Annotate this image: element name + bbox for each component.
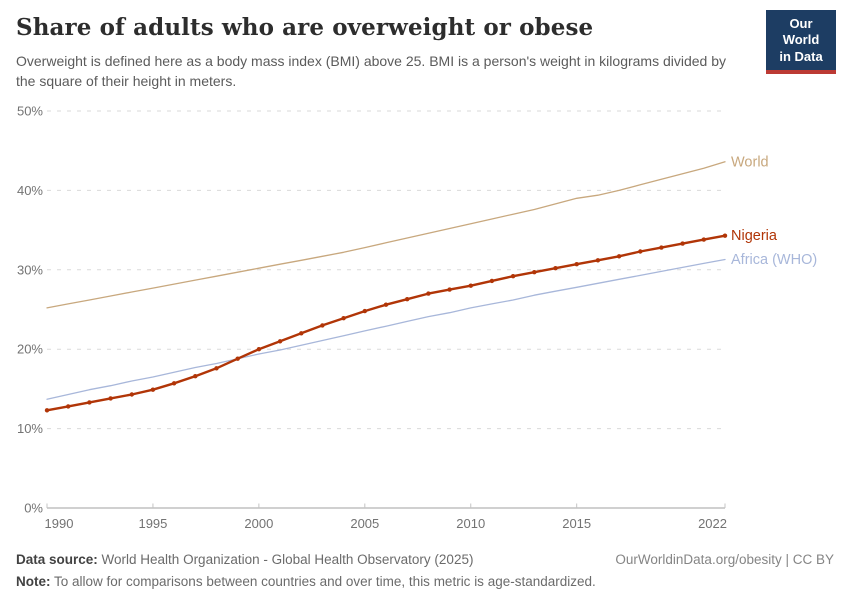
series-point-nigeria-2018[interactable] [638, 249, 643, 254]
series-point-nigeria-1995[interactable] [150, 387, 156, 392]
note-text: To allow for comparisons between countri… [50, 573, 596, 589]
series-point-nigeria-2014[interactable] [553, 266, 558, 271]
series-point-nigeria-2004[interactable] [341, 316, 346, 321]
series-label-nigeria[interactable]: Nigeria [731, 228, 778, 244]
y-axis-label-20%: 20% [17, 342, 43, 357]
y-axis-label-50%: 50% [17, 104, 43, 119]
y-axis-label-30%: 30% [17, 262, 43, 277]
series-point-nigeria-1999[interactable] [235, 356, 240, 361]
owid-logo[interactable]: Our World in Data [766, 10, 836, 74]
owid-logo-box: Our World in Data [766, 10, 836, 70]
series-point-nigeria-2000[interactable] [256, 347, 262, 352]
x-axis-label-2015: 2015 [562, 516, 591, 531]
series-point-nigeria-1996[interactable] [171, 381, 177, 386]
y-axis-label-10%: 10% [17, 421, 43, 436]
series-point-nigeria-2006[interactable] [383, 302, 389, 307]
series-point-nigeria-1990[interactable] [44, 408, 50, 413]
series-label-africa-who[interactable]: Africa (WHO) [731, 252, 817, 268]
series-point-nigeria-2017[interactable] [616, 254, 622, 259]
data-source-line: Data source: World Health Organization -… [16, 549, 473, 571]
x-axis-label-1990: 1990 [45, 516, 74, 531]
x-axis-label-2022: 2022 [698, 516, 727, 531]
series-point-nigeria-2022[interactable] [722, 233, 728, 238]
series-point-nigeria-1991[interactable] [66, 404, 71, 409]
data-source-text: World Health Organization - Global Healt… [97, 552, 474, 567]
series-point-nigeria-1992[interactable] [87, 400, 92, 405]
chart-subtitle: Overweight is defined here as a body mas… [16, 53, 727, 89]
series-point-nigeria-2001[interactable] [277, 339, 283, 344]
series-point-nigeria-2005[interactable] [362, 308, 367, 314]
data-source-label: Data source: [16, 552, 98, 567]
owid-logo-stripe [766, 69, 836, 74]
x-axis-label-2000: 2000 [244, 516, 273, 531]
series-point-nigeria-2021[interactable] [701, 237, 706, 242]
series-point-nigeria-2016[interactable] [595, 258, 601, 263]
x-axis-label-2005: 2005 [350, 516, 379, 531]
series-point-nigeria-2011[interactable] [489, 278, 495, 284]
owid-url-link[interactable]: OurWorldinData.org/obesity | CC BY [615, 552, 834, 567]
x-axis-label-2010: 2010 [456, 516, 485, 531]
series-point-nigeria-2008[interactable] [426, 291, 431, 296]
series-point-nigeria-1998[interactable] [214, 366, 219, 371]
series-point-nigeria-2019[interactable] [659, 245, 664, 250]
series-point-nigeria-2009[interactable] [447, 287, 452, 292]
series-point-nigeria-1994[interactable] [129, 392, 134, 397]
series-line-africa-who[interactable] [46, 258, 726, 400]
series-point-nigeria-1993[interactable] [108, 396, 113, 401]
owid-logo-line1: Our World [782, 16, 820, 48]
y-axis-label-40%: 40% [17, 183, 43, 198]
x-axis-label-1995: 1995 [138, 516, 167, 531]
chart-footer: Data source: World Health Organization -… [16, 549, 834, 592]
series-point-nigeria-2003[interactable] [320, 323, 325, 328]
series-point-nigeria-2010[interactable] [468, 283, 473, 288]
series-point-nigeria-2015[interactable] [574, 262, 579, 267]
series-point-nigeria-2013[interactable] [532, 270, 537, 275]
series-point-nigeria-2007[interactable] [405, 297, 410, 302]
series-line-nigeria[interactable] [45, 234, 727, 412]
series-line-world[interactable] [46, 161, 726, 309]
note-label: Note: [16, 573, 51, 589]
y-axis-label-0%: 0% [24, 501, 43, 516]
series-label-world[interactable]: World [731, 154, 769, 170]
series-point-nigeria-2012[interactable] [510, 274, 516, 279]
owid-logo-line2: in Data [779, 48, 823, 64]
series-point-nigeria-2020[interactable] [680, 241, 685, 246]
series-point-nigeria-2002[interactable] [299, 331, 304, 336]
page-title: Share of adults who are overweight or ob… [16, 14, 594, 41]
note-line: Note: To allow for comparisons between c… [16, 574, 596, 589]
series-point-nigeria-1997[interactable] [193, 374, 198, 379]
